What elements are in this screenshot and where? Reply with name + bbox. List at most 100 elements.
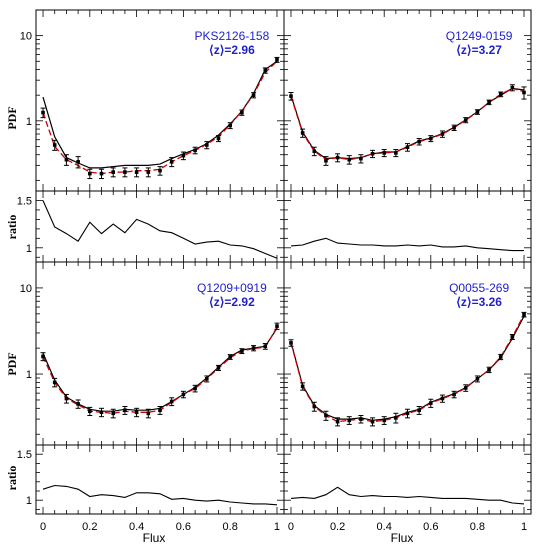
- model-line: [42, 327, 278, 412]
- data-point: [440, 132, 445, 136]
- data-point: [123, 408, 127, 413]
- data-point: [324, 413, 328, 418]
- ratio-frame: [35, 190, 285, 263]
- data-point: [251, 346, 256, 350]
- data-point: [181, 153, 186, 158]
- y-label-ratio-bottom: ratio: [5, 466, 19, 491]
- data-point: [324, 158, 328, 163]
- data-point: [522, 90, 526, 95]
- x-tick-label: 0.2: [330, 521, 345, 533]
- data-point: [522, 312, 526, 317]
- panel-3: 0 0.2 0.4 0.6 0.8 1 1 10 1 1.5 Q1209+0919⟨z⟩=2.92: [17, 261, 285, 533]
- ratio-line: [42, 200, 278, 259]
- data-point: [275, 324, 279, 328]
- data-point: [300, 384, 305, 389]
- panel-4: 0 0.2 0.4 0.6 0.8 1 Q0055-269⟨z⟩=3.26: [283, 261, 532, 533]
- data-point: [312, 404, 317, 409]
- data-point: [134, 410, 139, 415]
- data-point: [275, 58, 279, 62]
- data-point: [64, 396, 69, 401]
- data-point: [429, 401, 433, 405]
- data-point: [99, 410, 104, 415]
- data-point: [475, 110, 480, 114]
- y-label-ratio-top: ratio: [5, 215, 19, 240]
- x-tick-label: 0: [288, 521, 294, 533]
- data-point: [300, 131, 305, 135]
- data-point: [487, 368, 491, 372]
- data-point: [452, 392, 456, 397]
- data-point: [111, 411, 116, 416]
- data-point: [382, 151, 386, 155]
- data-point: [134, 170, 139, 174]
- data-point: [204, 377, 209, 381]
- panel-2: Q1249-0159⟨z⟩=3.27: [283, 9, 532, 263]
- data-point: [405, 145, 410, 150]
- panel-1: 1 10 1 1.5 PKS2126-158⟨z⟩=2.96: [17, 9, 285, 263]
- data-point: [111, 170, 116, 174]
- data-point: [370, 419, 375, 424]
- data-point: [394, 416, 398, 420]
- ratio-y-tick-label: 1: [26, 495, 32, 507]
- ratio-frame: [283, 444, 532, 515]
- y-tick-label: 1: [26, 116, 32, 128]
- ratio-y-tick-label: 1: [26, 243, 32, 255]
- data-point: [405, 411, 410, 416]
- data-point: [158, 408, 162, 413]
- fit-line: [42, 60, 278, 175]
- ratio-line: [290, 237, 524, 252]
- data-point: [169, 399, 174, 404]
- data-point: [417, 139, 421, 144]
- data-point: [158, 168, 162, 173]
- y-label-pdf-top: PDF: [5, 106, 19, 129]
- data-point: [204, 143, 209, 147]
- mean-redshift: ⟨z⟩=2.96: [209, 43, 255, 57]
- y-label-pdf-bottom: PDF: [5, 352, 19, 375]
- x-tick-label: 0.8: [223, 521, 238, 533]
- x-tick-label: 1: [274, 521, 280, 533]
- data-point: [41, 110, 45, 115]
- data-point: [429, 136, 433, 141]
- data-point: [228, 123, 232, 128]
- data-point: [146, 411, 151, 416]
- x-tick-label: 0.6: [423, 521, 438, 533]
- mean-redshift: ⟨z⟩=3.26: [456, 295, 502, 309]
- mean-redshift: ⟨z⟩=3.27: [456, 43, 502, 57]
- qso-name: Q1249-0159: [446, 29, 513, 43]
- data-point: [76, 402, 80, 406]
- y-tick-label: 1: [26, 369, 32, 381]
- x-tick-label: 0: [40, 521, 46, 533]
- data-point: [312, 149, 317, 153]
- data-point: [452, 125, 456, 130]
- data-point: [463, 386, 468, 390]
- data-point: [359, 417, 363, 421]
- data-point: [146, 170, 151, 174]
- data-point: [335, 155, 340, 160]
- data-point: [240, 110, 244, 115]
- data-point: [216, 136, 221, 141]
- data-point: [88, 171, 92, 176]
- ratio-line: [290, 486, 525, 505]
- data-point: [417, 408, 421, 413]
- qso-name: Q0055-269: [449, 281, 509, 295]
- mean-redshift: ⟨z⟩=2.92: [209, 295, 255, 309]
- data-point: [510, 85, 515, 90]
- data-point: [370, 152, 375, 156]
- data-point: [347, 157, 352, 162]
- data-point: [263, 68, 268, 73]
- data-point: [64, 157, 69, 162]
- data-point: [263, 344, 268, 349]
- data-point: [359, 156, 363, 161]
- data-point: [382, 418, 386, 423]
- y-tick-label: 10: [20, 283, 32, 295]
- data-point: [251, 93, 256, 97]
- data-point: [463, 118, 468, 122]
- data-point: [289, 94, 293, 98]
- data-point: [193, 386, 197, 391]
- data-point: [440, 396, 445, 401]
- x-tick-label: 0.4: [129, 521, 144, 533]
- data-point: [52, 143, 57, 147]
- y-tick-label: 10: [20, 31, 32, 43]
- data-point: [240, 349, 244, 353]
- data-point: [52, 380, 57, 385]
